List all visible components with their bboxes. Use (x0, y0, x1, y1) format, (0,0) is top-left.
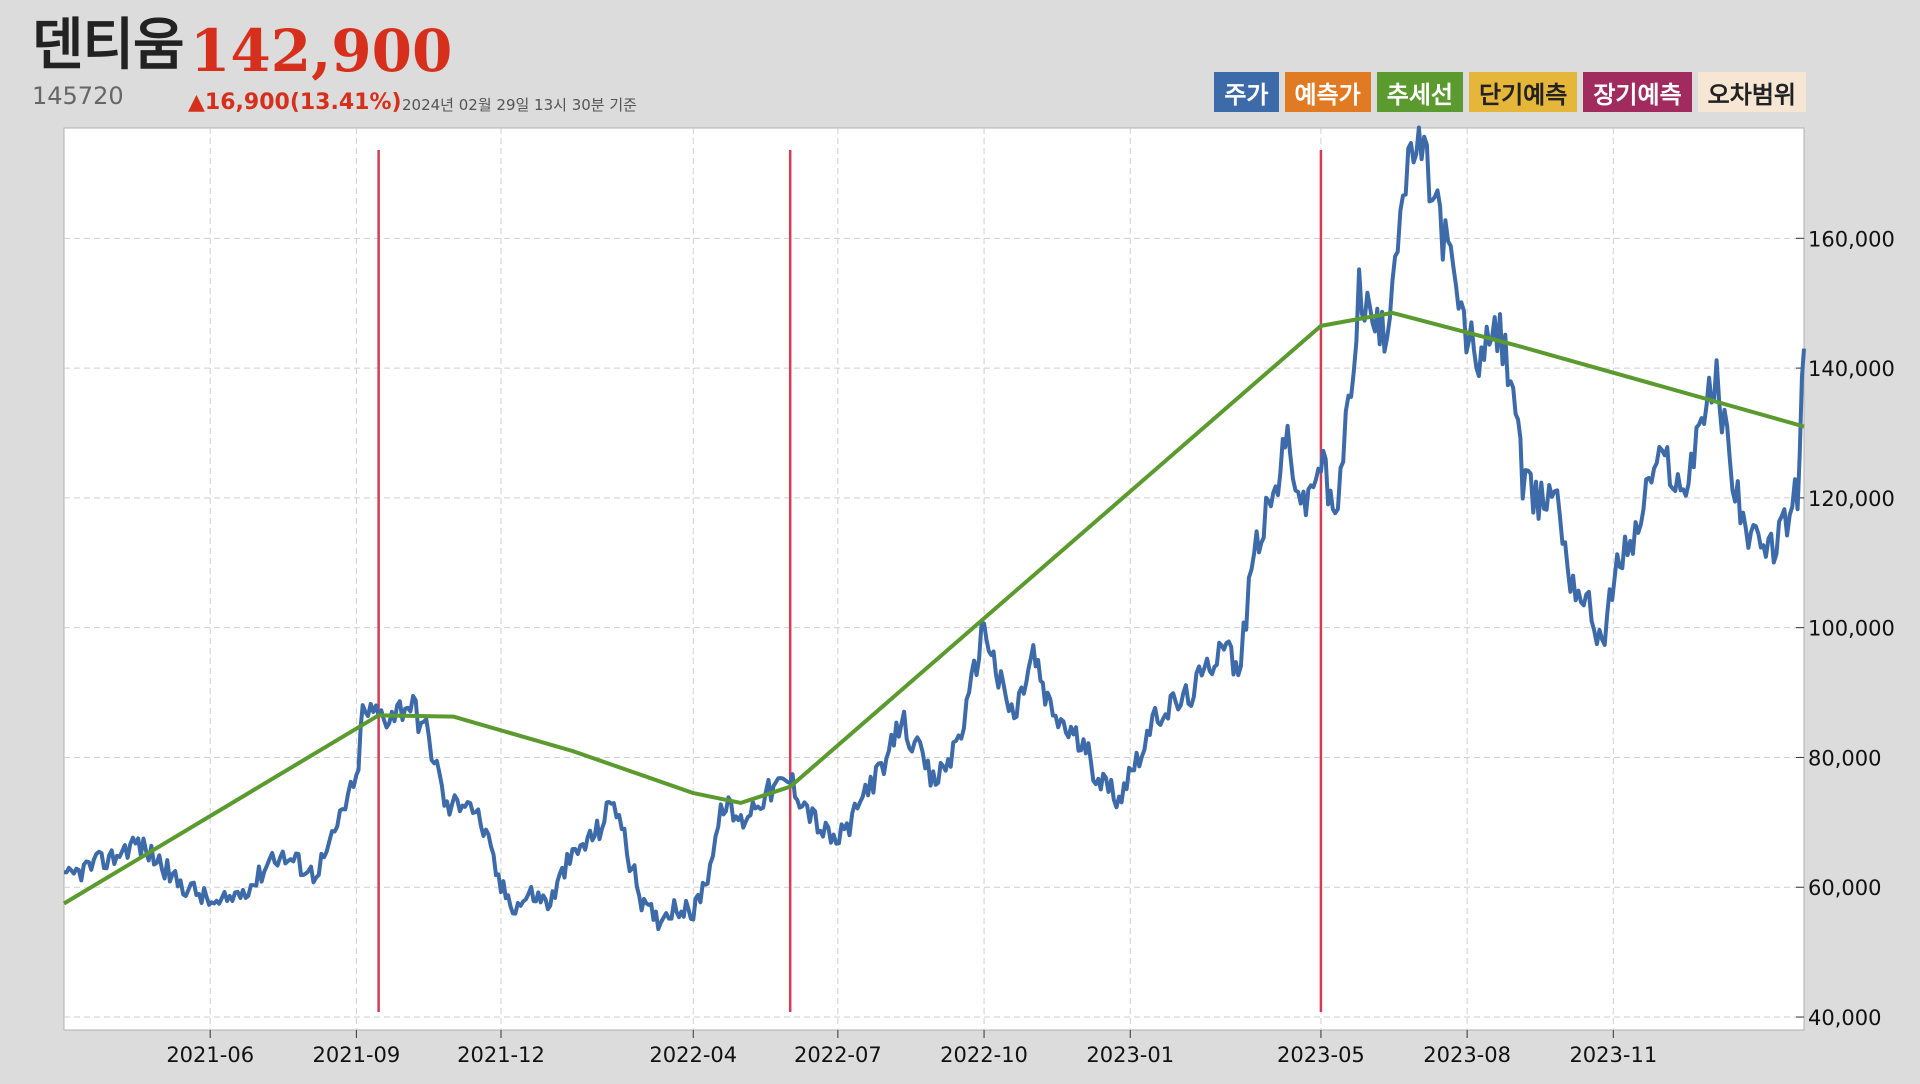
stock-price: 142,900 (190, 17, 453, 85)
chart-legend: 주가 예측가 추세선 단기예측 장기예측 오차범위 (1214, 72, 1806, 112)
x-tick-label: 2021-06 (166, 1043, 254, 1067)
legend-item[interactable]: 단기예측 (1469, 72, 1578, 112)
trend-line (62, 310, 1805, 906)
y-tick-label: 140,000 (1808, 357, 1895, 381)
stock-change: ▲16,900(13.41%) (188, 90, 402, 115)
x-tick-label: 2023-05 (1277, 1043, 1365, 1067)
y-tick-label: 100,000 (1808, 617, 1895, 641)
x-tick-label: 2022-10 (940, 1043, 1028, 1067)
y-tick-label: 60,000 (1808, 876, 1881, 900)
stock-header: 덴티움 142,900 145720 ▲16,900(13.41%) 2024년… (0, 0, 1920, 125)
y-tick-label: 120,000 (1808, 487, 1895, 511)
legend-item[interactable]: 주가 (1214, 72, 1279, 112)
x-tick-label: 2023-01 (1086, 1043, 1174, 1067)
x-tick-label: 2022-07 (794, 1043, 882, 1067)
x-tick-label: 2023-11 (1569, 1043, 1657, 1067)
x-tick-label: 2021-09 (313, 1043, 401, 1067)
y-tick-label: 160,000 (1808, 227, 1895, 251)
legend-item[interactable]: 추세선 (1376, 72, 1464, 112)
legend-item[interactable]: 오차범위 (1697, 72, 1806, 112)
x-tick-label: 2021-12 (457, 1043, 545, 1067)
stock-code: 145720 (32, 82, 124, 110)
x-tick-label: 2023-08 (1423, 1043, 1511, 1067)
y-tick-label: 80,000 (1808, 746, 1881, 770)
plot-background (63, 127, 1805, 1031)
x-tick-label: 2022-04 (649, 1043, 737, 1067)
y-tick-label: 40,000 (1808, 1006, 1881, 1030)
stock-name: 덴티움 (32, 13, 185, 78)
stock-timestamp: 2024년 02월 29일 13시 30분 기준 (402, 96, 637, 114)
legend-item[interactable]: 장기예측 (1583, 72, 1692, 112)
legend-item[interactable]: 예측가 (1284, 72, 1371, 112)
price-line (63, 125, 1806, 932)
